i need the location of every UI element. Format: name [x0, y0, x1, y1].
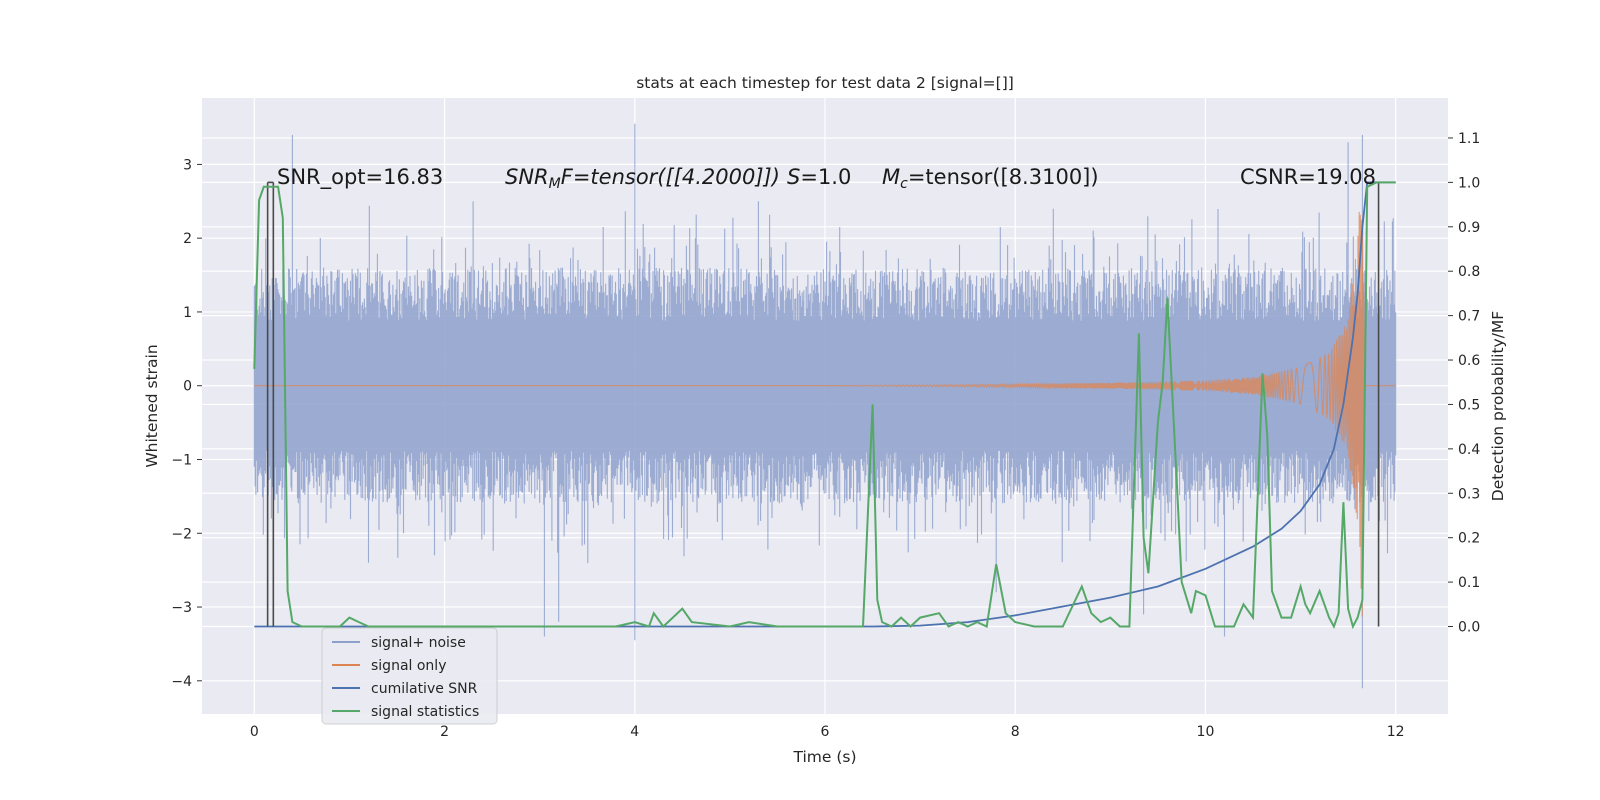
- snr-mf-symbol: SNR: [505, 165, 549, 189]
- series-cumilative-snr: [254, 181, 1396, 628]
- x-tick-label: 12: [1387, 724, 1405, 740]
- y-right-tick-label: 0.7: [1458, 309, 1480, 325]
- y-right-tick-label: 0.4: [1458, 442, 1480, 458]
- x-tick-labels: 0 2 4 6 8 10 12: [250, 724, 1405, 740]
- annotation-s: S=1.0: [787, 165, 851, 189]
- y-axis-label-left: Whitened strain: [143, 344, 161, 467]
- x-tick-label: 4: [630, 724, 639, 740]
- series-signal-only: [254, 211, 1396, 617]
- y-right-tick-labels: 1.1 1.0 0.9 0.8 0.7 0.6 0.5 0.4 0.3 0.2 0.1 0.0: [1448, 131, 1480, 636]
- y-right-tick-label: 0.9: [1458, 220, 1480, 236]
- y-left-tick-label: −2: [171, 526, 192, 542]
- y-right-tick-label: 0.3: [1458, 486, 1480, 502]
- x-tick-label: 0: [250, 724, 259, 740]
- cumilative-snr-line: [254, 181, 1396, 628]
- legend-label: cumilative SNR: [371, 681, 478, 697]
- y-axis-label-right: Detection probability/MF: [1489, 311, 1507, 502]
- y-left-tick-labels: 3 2 1 0 −1 −2 −3 −4: [171, 157, 202, 690]
- x-tick-label: 6: [821, 724, 830, 740]
- y-right-tick-label: 0.0: [1458, 620, 1480, 636]
- x-tick-label: 8: [1011, 724, 1020, 740]
- x-tick-label: 10: [1197, 724, 1215, 740]
- y-right-tick-label: 0.1: [1458, 575, 1480, 591]
- x-tick-label: 2: [440, 724, 449, 740]
- y-left-tick-label: −1: [171, 452, 192, 468]
- y-right-tick-label: 0.8: [1458, 264, 1480, 280]
- s-symbol: S: [787, 165, 800, 189]
- series-signal-plus-noise: [253, 123, 1397, 689]
- y-left-tick-label: 2: [183, 231, 192, 247]
- y-left-tick-label: 0: [183, 379, 192, 395]
- y-left-tick-label: −4: [171, 674, 192, 690]
- y-left-tick-label: 1: [183, 305, 192, 321]
- y-right-tick-label: 0.2: [1458, 531, 1480, 547]
- y-right-tick-label: 0.5: [1458, 397, 1480, 413]
- legend-label: signal+ noise: [371, 635, 466, 651]
- annotation-snr-mf: SNRMF=tensor([[4.2000]]): [505, 165, 780, 192]
- y-right-tick-label: 1.0: [1458, 175, 1480, 191]
- signal-only-line: [254, 211, 1396, 617]
- series-signal-statistics: [253, 181, 1396, 630]
- legend-label: signal only: [371, 658, 446, 674]
- vertical-markers: [266, 181, 1380, 627]
- legend: signal+ noise signal only cumilative SNR si…: [321, 627, 498, 725]
- s-value: =1.0: [800, 165, 851, 189]
- y-left-tick-label: 3: [183, 157, 192, 173]
- y-right-tick-label: 0.6: [1458, 353, 1480, 369]
- x-axis-label: Time (s): [792, 748, 856, 766]
- signal-statistics-line: [253, 181, 1396, 630]
- snr-mf-value: F=tensor([[4.2000]]): [561, 165, 780, 189]
- y-right-tick-label: 1.1: [1458, 131, 1480, 147]
- annotation-mc: Mc=tensor([8.3100]): [882, 165, 1099, 192]
- mc-subscript: c: [900, 176, 908, 192]
- annotation-csnr: CSNR=19.08: [1240, 165, 1376, 189]
- signal-plus-noise-line: [253, 123, 1397, 689]
- mc-value: =tensor([8.3100]): [908, 165, 1099, 189]
- snr-mf-subscript: M: [549, 176, 561, 192]
- legend-box: [321, 627, 498, 725]
- legend-label: signal statistics: [371, 704, 479, 720]
- mc-symbol: M: [882, 165, 900, 189]
- annotation-snr-opt: SNR_opt=16.83: [277, 165, 443, 190]
- chart-title: stats at each timestep for test data 2 […: [636, 74, 1014, 92]
- y-left-tick-label: −3: [171, 600, 192, 616]
- legend-items: signal+ noise signal only cumilative SNR si…: [332, 635, 479, 720]
